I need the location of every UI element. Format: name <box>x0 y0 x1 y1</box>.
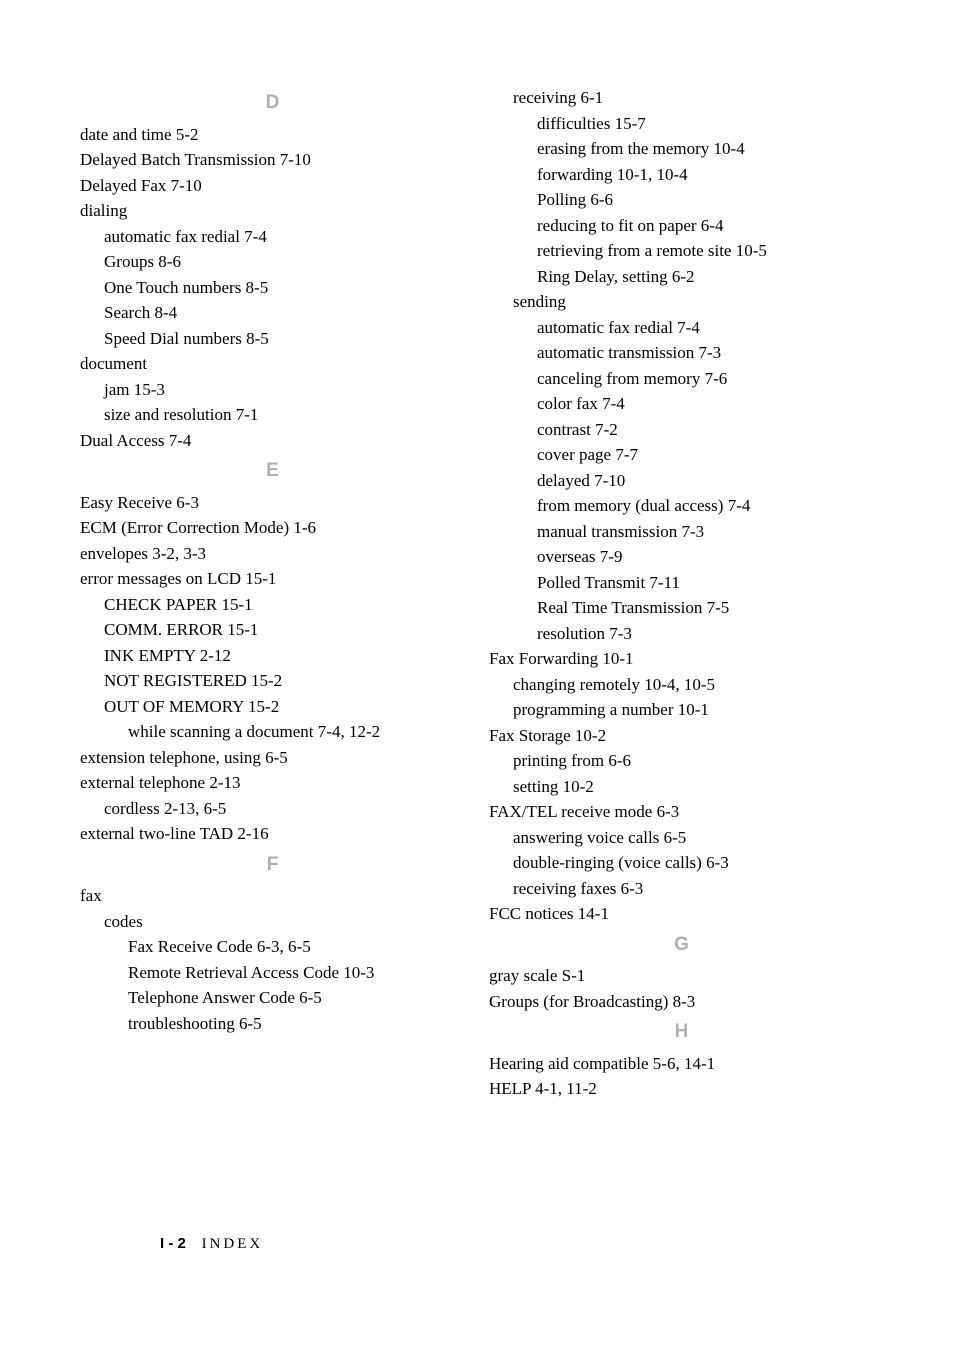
index-entry: Groups (for Broadcasting) 8-3 <box>489 989 874 1015</box>
index-entry: answering voice calls 6-5 <box>489 825 874 851</box>
footer-page-number: I - 2 <box>160 1235 186 1252</box>
index-entry: cordless 2-13, 6-5 <box>80 796 465 822</box>
index-entry: jam 15-3 <box>80 377 465 403</box>
index-entry: Ring Delay, setting 6-2 <box>489 264 874 290</box>
index-entry: Telephone Answer Code 6-5 <box>80 985 465 1011</box>
index-entry: canceling from memory 7-6 <box>489 366 874 392</box>
index-entry: OUT OF MEMORY 15-2 <box>80 694 465 720</box>
index-entry: gray scale S-1 <box>489 963 874 989</box>
index-entry: dialing <box>80 198 465 224</box>
index-entry: changing remotely 10-4, 10-5 <box>489 672 874 698</box>
index-entry: resolution 7-3 <box>489 621 874 647</box>
index-entry: overseas 7-9 <box>489 544 874 570</box>
section-heading: F <box>80 851 465 880</box>
index-entry: HELP 4-1, 11-2 <box>489 1076 874 1102</box>
index-entry: reducing to fit on paper 6-4 <box>489 213 874 239</box>
index-entry: FAX/TEL receive mode 6-3 <box>489 799 874 825</box>
section-heading: D <box>80 89 465 118</box>
section-heading: E <box>80 457 465 486</box>
index-entry: ECM (Error Correction Mode) 1-6 <box>80 515 465 541</box>
index-entry: manual transmission 7-3 <box>489 519 874 545</box>
index-entry: NOT REGISTERED 15-2 <box>80 668 465 694</box>
index-entry: One Touch numbers 8-5 <box>80 275 465 301</box>
columns-wrapper: Ddate and time 5-2Delayed Batch Transmis… <box>80 85 874 1102</box>
index-entry: FCC notices 14-1 <box>489 901 874 927</box>
index-entry: Remote Retrieval Access Code 10-3 <box>80 960 465 986</box>
index-entry: Groups 8-6 <box>80 249 465 275</box>
index-entry: Delayed Fax 7-10 <box>80 173 465 199</box>
index-entry: Easy Receive 6-3 <box>80 490 465 516</box>
index-entry: sending <box>489 289 874 315</box>
index-entry: CHECK PAPER 15-1 <box>80 592 465 618</box>
index-entry: programming a number 10-1 <box>489 697 874 723</box>
index-entry: Polled Transmit 7-11 <box>489 570 874 596</box>
page-footer: I - 2 INDEX <box>160 1233 263 1256</box>
index-entry: Fax Receive Code 6-3, 6-5 <box>80 934 465 960</box>
index-entry: Delayed Batch Transmission 7-10 <box>80 147 465 173</box>
index-entry: while scanning a document 7-4, 12-2 <box>80 719 465 745</box>
footer-label: INDEX <box>202 1236 264 1252</box>
right-column: receiving 6-1difficulties 15-7erasing fr… <box>489 85 874 1102</box>
index-entry: Fax Storage 10-2 <box>489 723 874 749</box>
index-entry: forwarding 10-1, 10-4 <box>489 162 874 188</box>
index-entry: codes <box>80 909 465 935</box>
index-entry: retrieving from a remote site 10-5 <box>489 238 874 264</box>
index-entry: Hearing aid compatible 5-6, 14-1 <box>489 1051 874 1077</box>
index-entry: printing from 6-6 <box>489 748 874 774</box>
index-entry: setting 10-2 <box>489 774 874 800</box>
index-entry: from memory (dual access) 7-4 <box>489 493 874 519</box>
index-entry: cover page 7-7 <box>489 442 874 468</box>
index-entry: troubleshooting 6-5 <box>80 1011 465 1037</box>
index-entry: extension telephone, using 6-5 <box>80 745 465 771</box>
index-entry: external telephone 2-13 <box>80 770 465 796</box>
index-entry: Real Time Transmission 7-5 <box>489 595 874 621</box>
index-entry: document <box>80 351 465 377</box>
index-entry: Fax Forwarding 10-1 <box>489 646 874 672</box>
index-entry: envelopes 3-2, 3-3 <box>80 541 465 567</box>
index-entry: Speed Dial numbers 8-5 <box>80 326 465 352</box>
index-entry: Polling 6-6 <box>489 187 874 213</box>
index-entry: erasing from the memory 10-4 <box>489 136 874 162</box>
index-entry: size and resolution 7-1 <box>80 402 465 428</box>
index-entry: date and time 5-2 <box>80 122 465 148</box>
index-entry: delayed 7-10 <box>489 468 874 494</box>
page-container: Ddate and time 5-2Delayed Batch Transmis… <box>80 85 874 1305</box>
index-entry: receiving 6-1 <box>489 85 874 111</box>
index-entry: automatic fax redial 7-4 <box>80 224 465 250</box>
left-column: Ddate and time 5-2Delayed Batch Transmis… <box>80 85 465 1102</box>
index-entry: double-ringing (voice calls) 6-3 <box>489 850 874 876</box>
index-entry: fax <box>80 883 465 909</box>
index-entry: error messages on LCD 15-1 <box>80 566 465 592</box>
index-entry: receiving faxes 6-3 <box>489 876 874 902</box>
section-heading: G <box>489 931 874 960</box>
index-entry: automatic transmission 7-3 <box>489 340 874 366</box>
index-entry: INK EMPTY 2-12 <box>80 643 465 669</box>
index-entry: contrast 7-2 <box>489 417 874 443</box>
index-entry: external two-line TAD 2-16 <box>80 821 465 847</box>
index-entry: automatic fax redial 7-4 <box>489 315 874 341</box>
section-heading: H <box>489 1018 874 1047</box>
index-entry: difficulties 15-7 <box>489 111 874 137</box>
index-entry: color fax 7-4 <box>489 391 874 417</box>
index-entry: Search 8-4 <box>80 300 465 326</box>
index-entry: COMM. ERROR 15-1 <box>80 617 465 643</box>
index-entry: Dual Access 7-4 <box>80 428 465 454</box>
